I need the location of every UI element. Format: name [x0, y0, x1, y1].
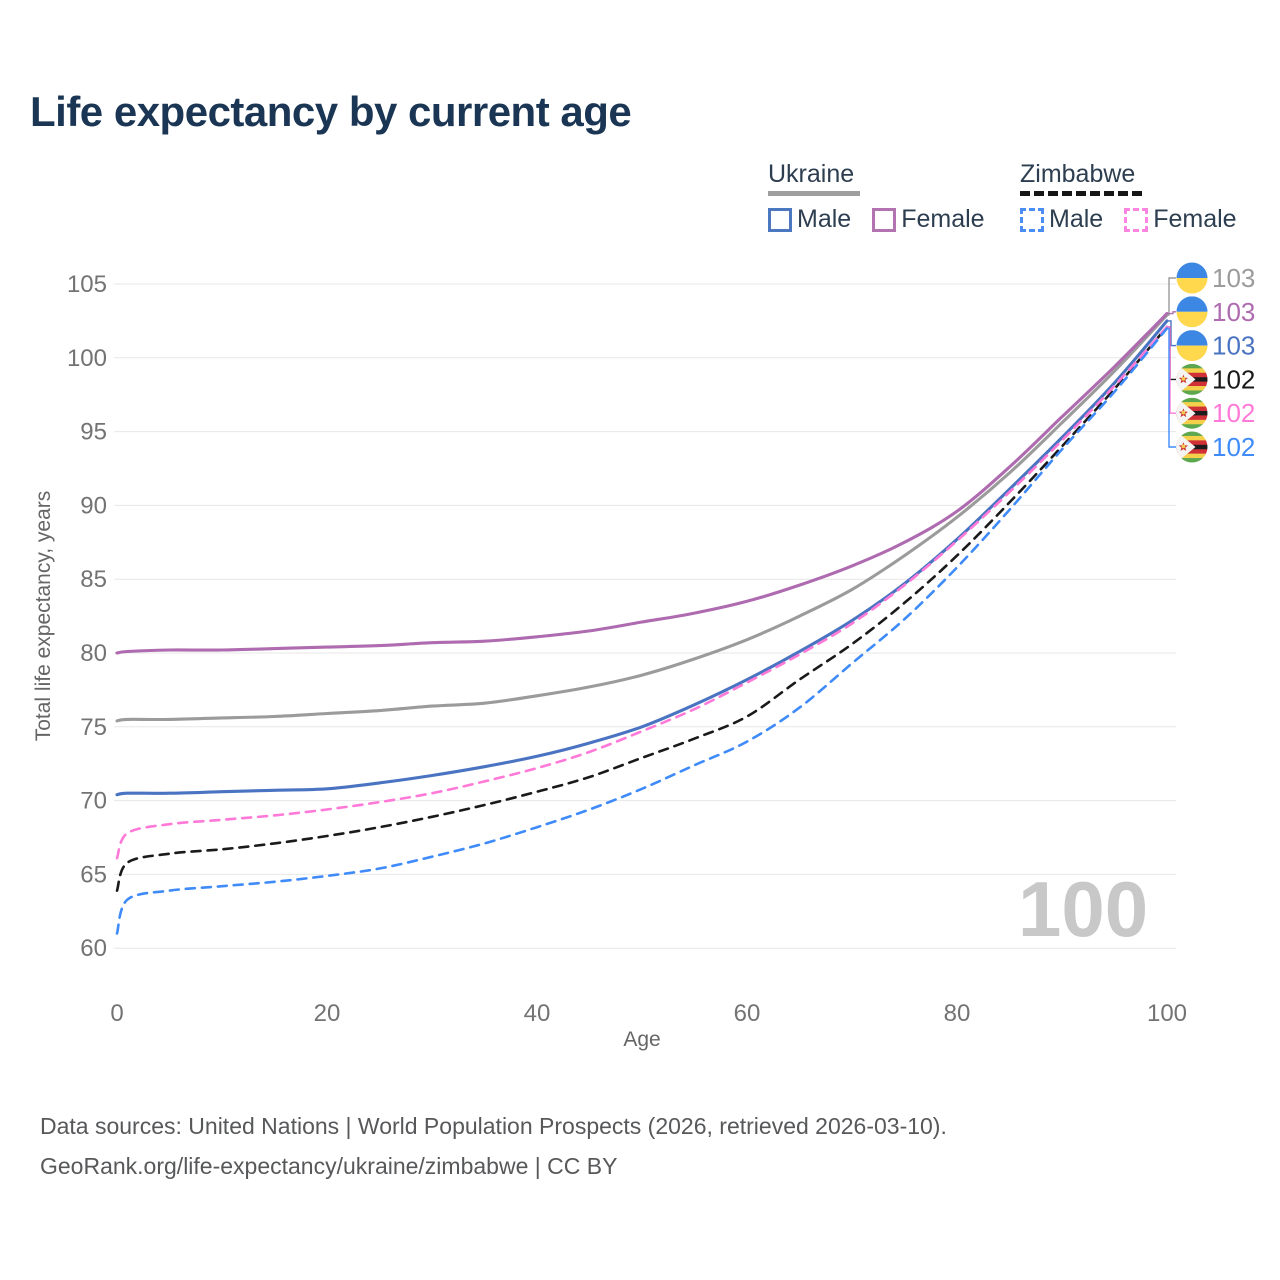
- y-tick-label-105: 105: [67, 271, 107, 298]
- x-axis-title: Age: [623, 1028, 661, 1051]
- legend-item-zimbabwe-male[interactable]: Male: [1049, 205, 1104, 233]
- y-tick-label-90: 90: [80, 492, 107, 519]
- age-cursor-watermark: 100: [1018, 865, 1149, 953]
- zimbabwe-female-swatch-icon[interactable]: [1124, 207, 1149, 232]
- ukraine-male-swatch-icon[interactable]: [768, 207, 792, 232]
- y-tick-label-80: 80: [80, 640, 107, 667]
- zimbabwe-flag-icon: [1176, 431, 1208, 463]
- leader-line-5: [1167, 327, 1176, 448]
- legend-group-zimbabwe: Zimbabwe Male Female: [1020, 160, 1237, 234]
- zimbabwe-flag-icon: [1176, 397, 1208, 429]
- x-tick-label-0: 0: [110, 1000, 123, 1027]
- legend-item-ukraine-female[interactable]: Female: [901, 205, 985, 233]
- ukraine-flag-icon: [1176, 262, 1208, 294]
- footer-attribution: GeoRank.org/life-expectancy/ukraine/zimb…: [40, 1153, 618, 1179]
- x-tick-label-80: 80: [944, 1000, 971, 1027]
- y-tick-label-60: 60: [80, 935, 107, 962]
- legend-item-ukraine-male[interactable]: Male: [797, 205, 852, 233]
- series-line-zimbabwe-female: [115, 325, 1169, 860]
- leader-line-1: [1167, 311, 1176, 315]
- legend-group-ukraine: Ukraine Male Female: [768, 160, 985, 234]
- legend-country-ukraine[interactable]: Ukraine: [768, 160, 855, 188]
- ukraine-line-swatch: [768, 191, 860, 196]
- footer: Data sources: United Nations | World Pop…: [40, 1106, 947, 1186]
- end-value-label-5: 102: [1212, 432, 1255, 462]
- ukraine-female-swatch-icon[interactable]: [872, 207, 897, 232]
- legend-country-zimbabwe[interactable]: Zimbabwe: [1020, 160, 1136, 188]
- leader-line-4: [1167, 326, 1176, 414]
- end-value-label-3: 102: [1212, 364, 1255, 394]
- x-tick-label-100: 100: [1147, 1000, 1187, 1027]
- ukraine-flag-icon: [1176, 330, 1208, 362]
- series-line-ukraine-male: [115, 319, 1169, 797]
- zimbabwe-male-swatch-icon[interactable]: [1020, 207, 1044, 232]
- y-tick-label-95: 95: [80, 419, 107, 446]
- legend-item-zimbabwe-female[interactable]: Female: [1153, 205, 1237, 233]
- page-title: Life expectancy by current age: [30, 88, 632, 135]
- series-line-zimbabwe-male: [115, 327, 1169, 935]
- end-value-label-2: 103: [1212, 331, 1255, 361]
- y-tick-label-70: 70: [80, 788, 107, 815]
- end-value-label-0: 103: [1212, 263, 1255, 293]
- y-tick-label-100: 100: [67, 345, 107, 372]
- series-line-zimbabwe-both-sexes-: [115, 325, 1169, 892]
- x-tick-label-20: 20: [314, 1000, 341, 1027]
- series-line-ukraine-female: [115, 311, 1169, 655]
- leader-line-0: [1167, 277, 1176, 316]
- x-tick-label-60: 60: [734, 1000, 761, 1027]
- zimbabwe-flag-icon: [1176, 363, 1208, 395]
- y-tick-label-85: 85: [80, 566, 107, 593]
- footer-data-sources: Data sources: United Nations | World Pop…: [40, 1113, 947, 1139]
- y-axis-title: Total life expectancy, years: [32, 490, 55, 742]
- y-tick-label-65: 65: [80, 861, 107, 888]
- end-value-label-4: 102: [1212, 398, 1255, 428]
- y-tick-label-75: 75: [80, 714, 107, 741]
- zimbabwe-line-swatch: [1020, 191, 1142, 196]
- end-value-label-1: 103: [1212, 297, 1255, 327]
- x-tick-label-40: 40: [524, 1000, 551, 1027]
- series-line-ukraine-both-sexes-: [115, 313, 1169, 723]
- ukraine-flag-icon: [1176, 296, 1208, 328]
- leader-line-2: [1167, 320, 1176, 347]
